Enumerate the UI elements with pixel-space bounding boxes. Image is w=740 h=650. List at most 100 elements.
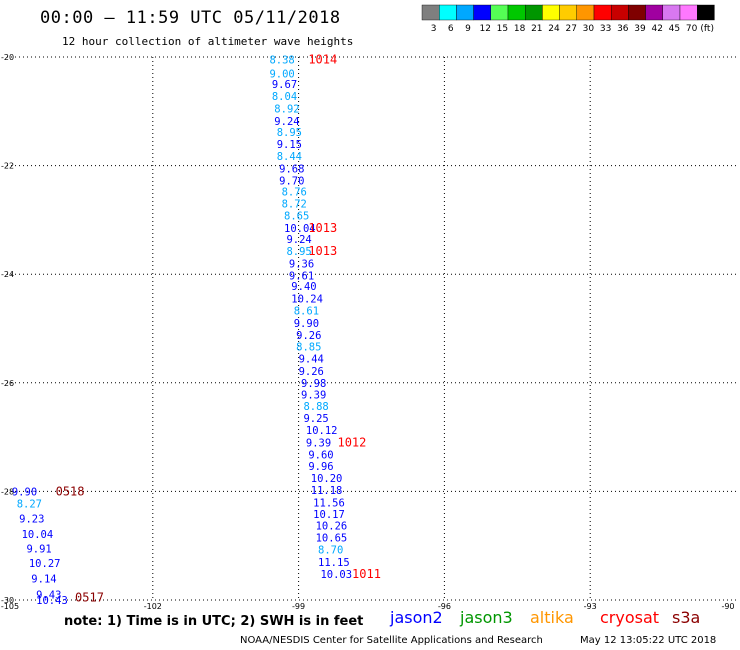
color-legend: 3 6 9 12 15 18 21 24 27 30 33 36 39 42 45 70 (ft) <box>421 4 715 34</box>
lon-tick-label: -93 <box>584 602 597 611</box>
wave-height-value: 9.70 <box>279 175 304 187</box>
lat-tick-label: -26 <box>1 379 14 388</box>
wave-height-value: 9.40 <box>291 281 316 293</box>
wave-height-value: 9.60 <box>308 449 333 461</box>
wave-height-value: 9.39 <box>301 390 326 402</box>
wave-height-value: 9.26 <box>299 366 324 378</box>
time-label: 1011 <box>352 567 381 581</box>
legend-label: 36 <box>617 24 629 34</box>
wave-height-value: 8.61 <box>294 306 319 318</box>
wave-height-value: 10.04 <box>284 223 316 235</box>
legend-label: 12 <box>479 24 490 34</box>
wave-height-value: 8.70 <box>318 545 343 557</box>
wave-height-value: 8.04 <box>272 91 297 103</box>
legend-label: 9 <box>465 24 471 34</box>
lon-tick-label: -102 <box>144 602 162 611</box>
wave-height-value: 8.85 <box>296 341 321 353</box>
time-label: 0517 <box>75 590 104 604</box>
legend-label: 3 <box>431 24 437 34</box>
wave-height-value: 9.43 <box>36 590 61 602</box>
wave-height-value: 9.36 <box>289 258 314 270</box>
wave-height-value: 10.24 <box>291 294 323 306</box>
wave-height-value: 8.27 <box>17 498 42 510</box>
wave-height-value: 9.24 <box>274 116 299 128</box>
wave-height-value: 9.67 <box>272 79 297 91</box>
satellite-label-jason2: jason2 <box>390 608 443 627</box>
legend-label: 27 <box>565 24 576 34</box>
wave-height-value: 8.65 <box>284 211 309 223</box>
lon-tick-label: -90 <box>721 602 734 611</box>
wave-height-value: 8.88 <box>303 401 328 413</box>
map-subtitle: 12 hour collection of altimeter wave hei… <box>62 35 354 48</box>
time-label: 1013 <box>308 244 337 258</box>
legend-label: 33 <box>600 24 611 34</box>
time-label: 1014 <box>308 53 337 67</box>
wave-height-value: 9.90 <box>12 486 37 498</box>
time-label: 1012 <box>337 436 366 450</box>
wave-height-value: 9.68 <box>279 163 304 175</box>
satellite-label-s3a: s3a <box>672 608 701 627</box>
lat-tick-label: -22 <box>1 162 14 171</box>
wave-height-value: 8.95 <box>277 127 302 139</box>
wave-height-value: 10.27 <box>29 558 61 570</box>
legend-label: 70 <box>686 24 698 34</box>
wave-height-value: 9.91 <box>26 543 51 555</box>
wave-height-value: 9.15 <box>277 139 302 151</box>
wave-height-value: 10.43 <box>36 595 68 607</box>
wave-height-value: 9.26 <box>296 330 321 342</box>
wave-height-value: 9.96 <box>308 461 333 473</box>
wave-height-value: 8.44 <box>277 151 302 163</box>
lon-tick-label: -99 <box>292 602 305 611</box>
lat-tick-label: -20 <box>1 53 14 62</box>
wave-height-value: 11.56 <box>313 497 345 509</box>
wave-height-value: 9.44 <box>299 353 324 365</box>
wave-height-value: 11.15 <box>318 557 350 569</box>
wave-height-value: 8.95 <box>286 246 311 258</box>
legend-label: 39 <box>634 24 646 34</box>
legend-label: 6 <box>448 24 454 34</box>
time-label: 1013 <box>308 221 337 235</box>
legend-unit: (ft) <box>700 24 714 34</box>
wave-height-value: 9.61 <box>289 270 314 282</box>
wave-height-value: 9.24 <box>286 234 311 246</box>
wave-height-value: 9.39 <box>306 438 331 450</box>
wave-height-value: 9.90 <box>294 318 319 330</box>
footer-timestamp: May 12 13:05:22 UTC 2018 <box>580 635 717 646</box>
wave-height-value: 8.72 <box>282 199 307 211</box>
legend-label: 42 <box>651 24 662 34</box>
legend-label: 18 <box>514 24 526 34</box>
satellite-label-cryosat: cryosat <box>600 608 660 627</box>
wave-height-value: 10.20 <box>311 473 343 485</box>
map-title: 00:00 — 11:59 UTC 05/11/2018 <box>40 8 341 28</box>
satellite-label-altika: altika <box>530 608 574 627</box>
grid <box>7 56 736 601</box>
footer-credit: NOAA/NESDIS Center for Satellite Applica… <box>240 635 543 646</box>
legend-label: 21 <box>531 24 542 34</box>
wave-height-value: 10.17 <box>313 509 345 521</box>
legend-label: 24 <box>548 24 560 34</box>
lon-tick-label: -96 <box>438 602 451 611</box>
wave-height-value: 10.04 <box>22 529 54 541</box>
legend-swatch <box>697 4 715 21</box>
legend-label: 45 <box>669 24 680 34</box>
wave-height-value: 9.25 <box>303 413 328 425</box>
satellite-label-jason3: jason3 <box>460 608 513 627</box>
note-text: note: 1) Time is in UTC; 2) SWH is in fe… <box>64 614 364 629</box>
lat-tick-label: -28 <box>1 487 14 496</box>
legend-label: 30 <box>583 24 595 34</box>
wave-height-value: 8.76 <box>282 187 307 199</box>
wave-height-value: 9.23 <box>19 514 44 526</box>
wave-height-value: 10.12 <box>306 425 338 437</box>
lat-tick-label: -30 <box>1 596 14 605</box>
wave-height-value: 8.38 <box>269 55 294 67</box>
wave-height-value: 9.00 <box>269 68 294 80</box>
wave-height-value: 9.98 <box>301 378 326 390</box>
wave-height-value: 10.26 <box>316 521 348 533</box>
lat-tick-label: -24 <box>1 270 14 279</box>
wave-height-value: 9.14 <box>31 573 56 585</box>
wave-height-value: 10.65 <box>316 533 348 545</box>
lon-tick-label: -105 <box>1 602 19 611</box>
